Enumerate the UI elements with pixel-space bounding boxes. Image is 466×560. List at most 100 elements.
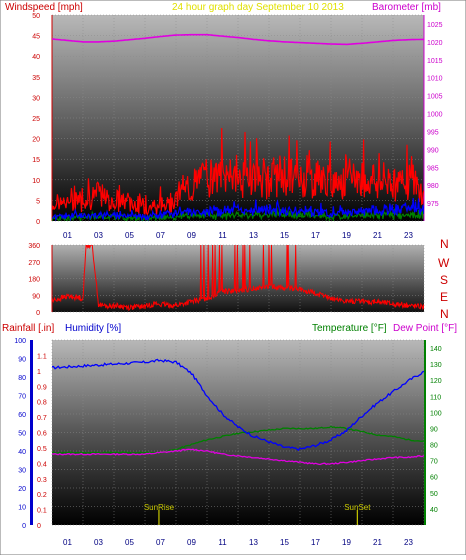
barometer-y-tick: 990: [427, 147, 439, 154]
x-tick-top: 09: [187, 231, 196, 240]
rainfall-y-tick: 1.1: [37, 353, 47, 360]
barometer-y-tick: 995: [427, 129, 439, 136]
humidity-y-tick: 40: [18, 449, 26, 456]
x-tick-top: 01: [63, 231, 72, 240]
x-tick-top: 13: [249, 231, 258, 240]
rainfall-y-tick: 0.7: [37, 415, 47, 422]
rainfall-y-tick: 0: [37, 523, 41, 530]
direction-label-n-top: N: [440, 237, 449, 251]
direction-label-e: E: [440, 290, 448, 304]
humidity-y-tick: 90: [18, 357, 26, 364]
chart-title: 24 hour graph day September 10 2013: [172, 2, 344, 13]
temperature-y-tick: 40: [430, 507, 438, 514]
temperature-axis-title: Temperature [°F]: [312, 323, 387, 334]
dewpoint-axis-title: Dew Point [°F]: [393, 323, 457, 334]
humidity-y-tick: 60: [18, 412, 26, 419]
x-tick-top: 15: [280, 231, 289, 240]
temperature-y-tick: 60: [430, 475, 438, 482]
x-tick-top: 07: [156, 231, 165, 240]
axis-labels: 0510152025303540455097598098599099510001…: [14, 13, 442, 547]
x-tick-top: 19: [342, 231, 351, 240]
barometer-y-tick: 1025: [427, 22, 443, 29]
direction-y-tick: 0: [36, 310, 40, 317]
wind-y-tick: 45: [32, 34, 40, 41]
x-tick-top: 23: [404, 231, 413, 240]
direction-y-tick: 360: [28, 243, 40, 250]
barometer-series: [52, 33, 424, 46]
humidity-y-tick: 80: [18, 375, 26, 382]
humidity-series: [52, 358, 424, 525]
direction-y-tick: 270: [28, 260, 40, 267]
temperature-y-tick: 100: [430, 410, 442, 417]
sunrise-label: SunRise: [144, 503, 175, 512]
temperature-y-tick: 130: [430, 362, 442, 369]
humidity-y-tick: 70: [18, 394, 26, 401]
humidity-y-tick: 20: [18, 486, 26, 493]
x-tick-top: 03: [94, 231, 103, 240]
x-tick-bottom: 17: [311, 538, 320, 547]
wind-direction-series: [52, 245, 424, 312]
sunset-label: SunSet: [344, 503, 371, 512]
humidity-series: [52, 358, 424, 452]
temperature-axis-bar: [424, 340, 426, 525]
direction-series: [52, 245, 424, 312]
temperature-series: [52, 425, 424, 454]
wind-y-tick: 30: [32, 95, 40, 102]
humidity-y-tick: 30: [18, 468, 26, 475]
temperature-y-tick: 80: [430, 443, 438, 450]
rainfall-y-tick: 0.8: [37, 400, 47, 407]
wind-y-tick: 25: [32, 116, 40, 123]
humidity-y-tick: 100: [14, 338, 26, 345]
x-tick-bottom: 03: [94, 538, 103, 547]
barometer-y-tick: 985: [427, 165, 439, 172]
rainfall-y-tick: 0.3: [37, 477, 47, 484]
barometer-y-tick: 980: [427, 183, 439, 190]
x-tick-bottom: 15: [280, 538, 289, 547]
windspeed-title: Windspeed [mph]: [5, 2, 83, 13]
rainfall-y-tick: 0.4: [37, 461, 47, 468]
wind-y-tick: 15: [32, 157, 40, 164]
wind-series: [52, 33, 424, 221]
rainfall-y-tick: 0.9: [37, 384, 47, 391]
x-tick-top: 17: [311, 231, 320, 240]
x-tick-bottom: 19: [342, 538, 351, 547]
barometer-title: Barometer [mb]: [372, 2, 441, 13]
barometer-y-tick: 1015: [427, 58, 443, 65]
direction-label-s: S: [440, 273, 448, 287]
x-tick-top: 11: [218, 231, 227, 240]
x-tick-bottom: 01: [63, 538, 72, 547]
x-tick-bottom: 23: [404, 538, 413, 547]
x-tick-top: 21: [373, 231, 382, 240]
wind-average-series: [52, 198, 424, 221]
x-tick-bottom: 09: [187, 538, 196, 547]
x-tick-bottom: 07: [156, 538, 165, 547]
wind-y-tick: 20: [32, 137, 40, 144]
direction-y-tick: 180: [28, 277, 40, 284]
temperature-y-tick: 120: [430, 378, 442, 385]
direction-label-w: W: [438, 256, 450, 270]
direction-label-n-bottom: N: [440, 307, 449, 321]
wind-y-tick: 10: [32, 178, 40, 185]
humidity-axis-title: Humidity [%]: [65, 323, 121, 334]
rainfall-y-tick: 0.1: [37, 508, 47, 515]
x-tick-bottom: 05: [125, 538, 134, 547]
barometer-y-tick: 1010: [427, 76, 443, 83]
direction-y-tick: 90: [32, 293, 40, 300]
temperature-y-tick: 90: [430, 426, 438, 433]
humidity-y-tick: 50: [18, 431, 26, 438]
temperature-y-tick: 70: [430, 459, 438, 466]
x-tick-bottom: 21: [373, 538, 382, 547]
wind-y-tick: 50: [32, 13, 40, 20]
barometer-y-tick: 1005: [427, 94, 443, 101]
humidity-axis-bar: [30, 340, 33, 525]
rainfall-y-tick: 0.5: [37, 446, 47, 453]
rainfall-y-tick: 0.6: [37, 431, 47, 438]
wind-y-tick: 0: [36, 219, 40, 226]
barometer-y-tick: 1000: [427, 112, 443, 119]
wind-y-tick: 5: [36, 198, 40, 205]
rainfall-y-tick: 0.2: [37, 492, 47, 499]
wind-y-tick: 40: [32, 54, 40, 61]
barometer-y-tick: 1020: [427, 40, 443, 47]
